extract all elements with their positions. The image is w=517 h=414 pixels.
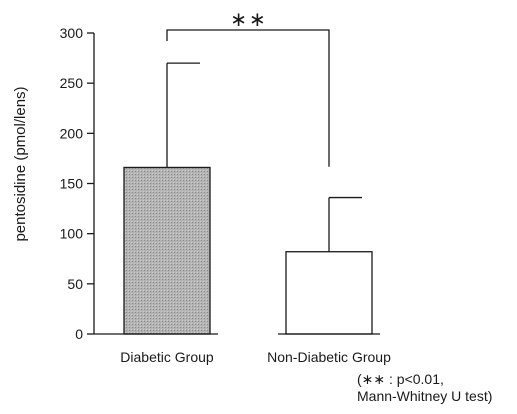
bars [94,166,380,335]
y-tick-label: 150 [60,176,84,192]
y-ticks: 0 50 100 150 200 250 300 [60,25,94,342]
bar-diabetic-group [123,166,211,335]
y-tick-label: 300 [60,25,84,41]
footnote: (∗∗ : p<0.01, Mann-Whitney U test) [357,371,492,405]
footnote-line-2: Mann-Whitney U test) [357,388,493,404]
y-tick-label: 100 [60,226,84,242]
y-axis-title: pentosidine (pmol/lens) [12,86,29,241]
significance-bracket: ∗∗ [166,7,330,167]
y-tick-label: 200 [60,125,84,141]
error-bars [166,62,362,252]
bar-non-diabetic-group [285,251,373,335]
y-tick-label: 250 [60,75,84,91]
significance-mark: ∗∗ [230,7,268,31]
y-tick-label: 50 [67,276,83,292]
y-tick-label: 0 [75,326,83,342]
category-labels: Diabetic Group Non-Diabetic Group [120,349,391,365]
bracket-line [166,29,330,167]
footnote-line-1: (∗∗ : p<0.01, [357,371,444,387]
category-label: Non-Diabetic Group [267,349,391,365]
category-label: Diabetic Group [120,349,214,365]
